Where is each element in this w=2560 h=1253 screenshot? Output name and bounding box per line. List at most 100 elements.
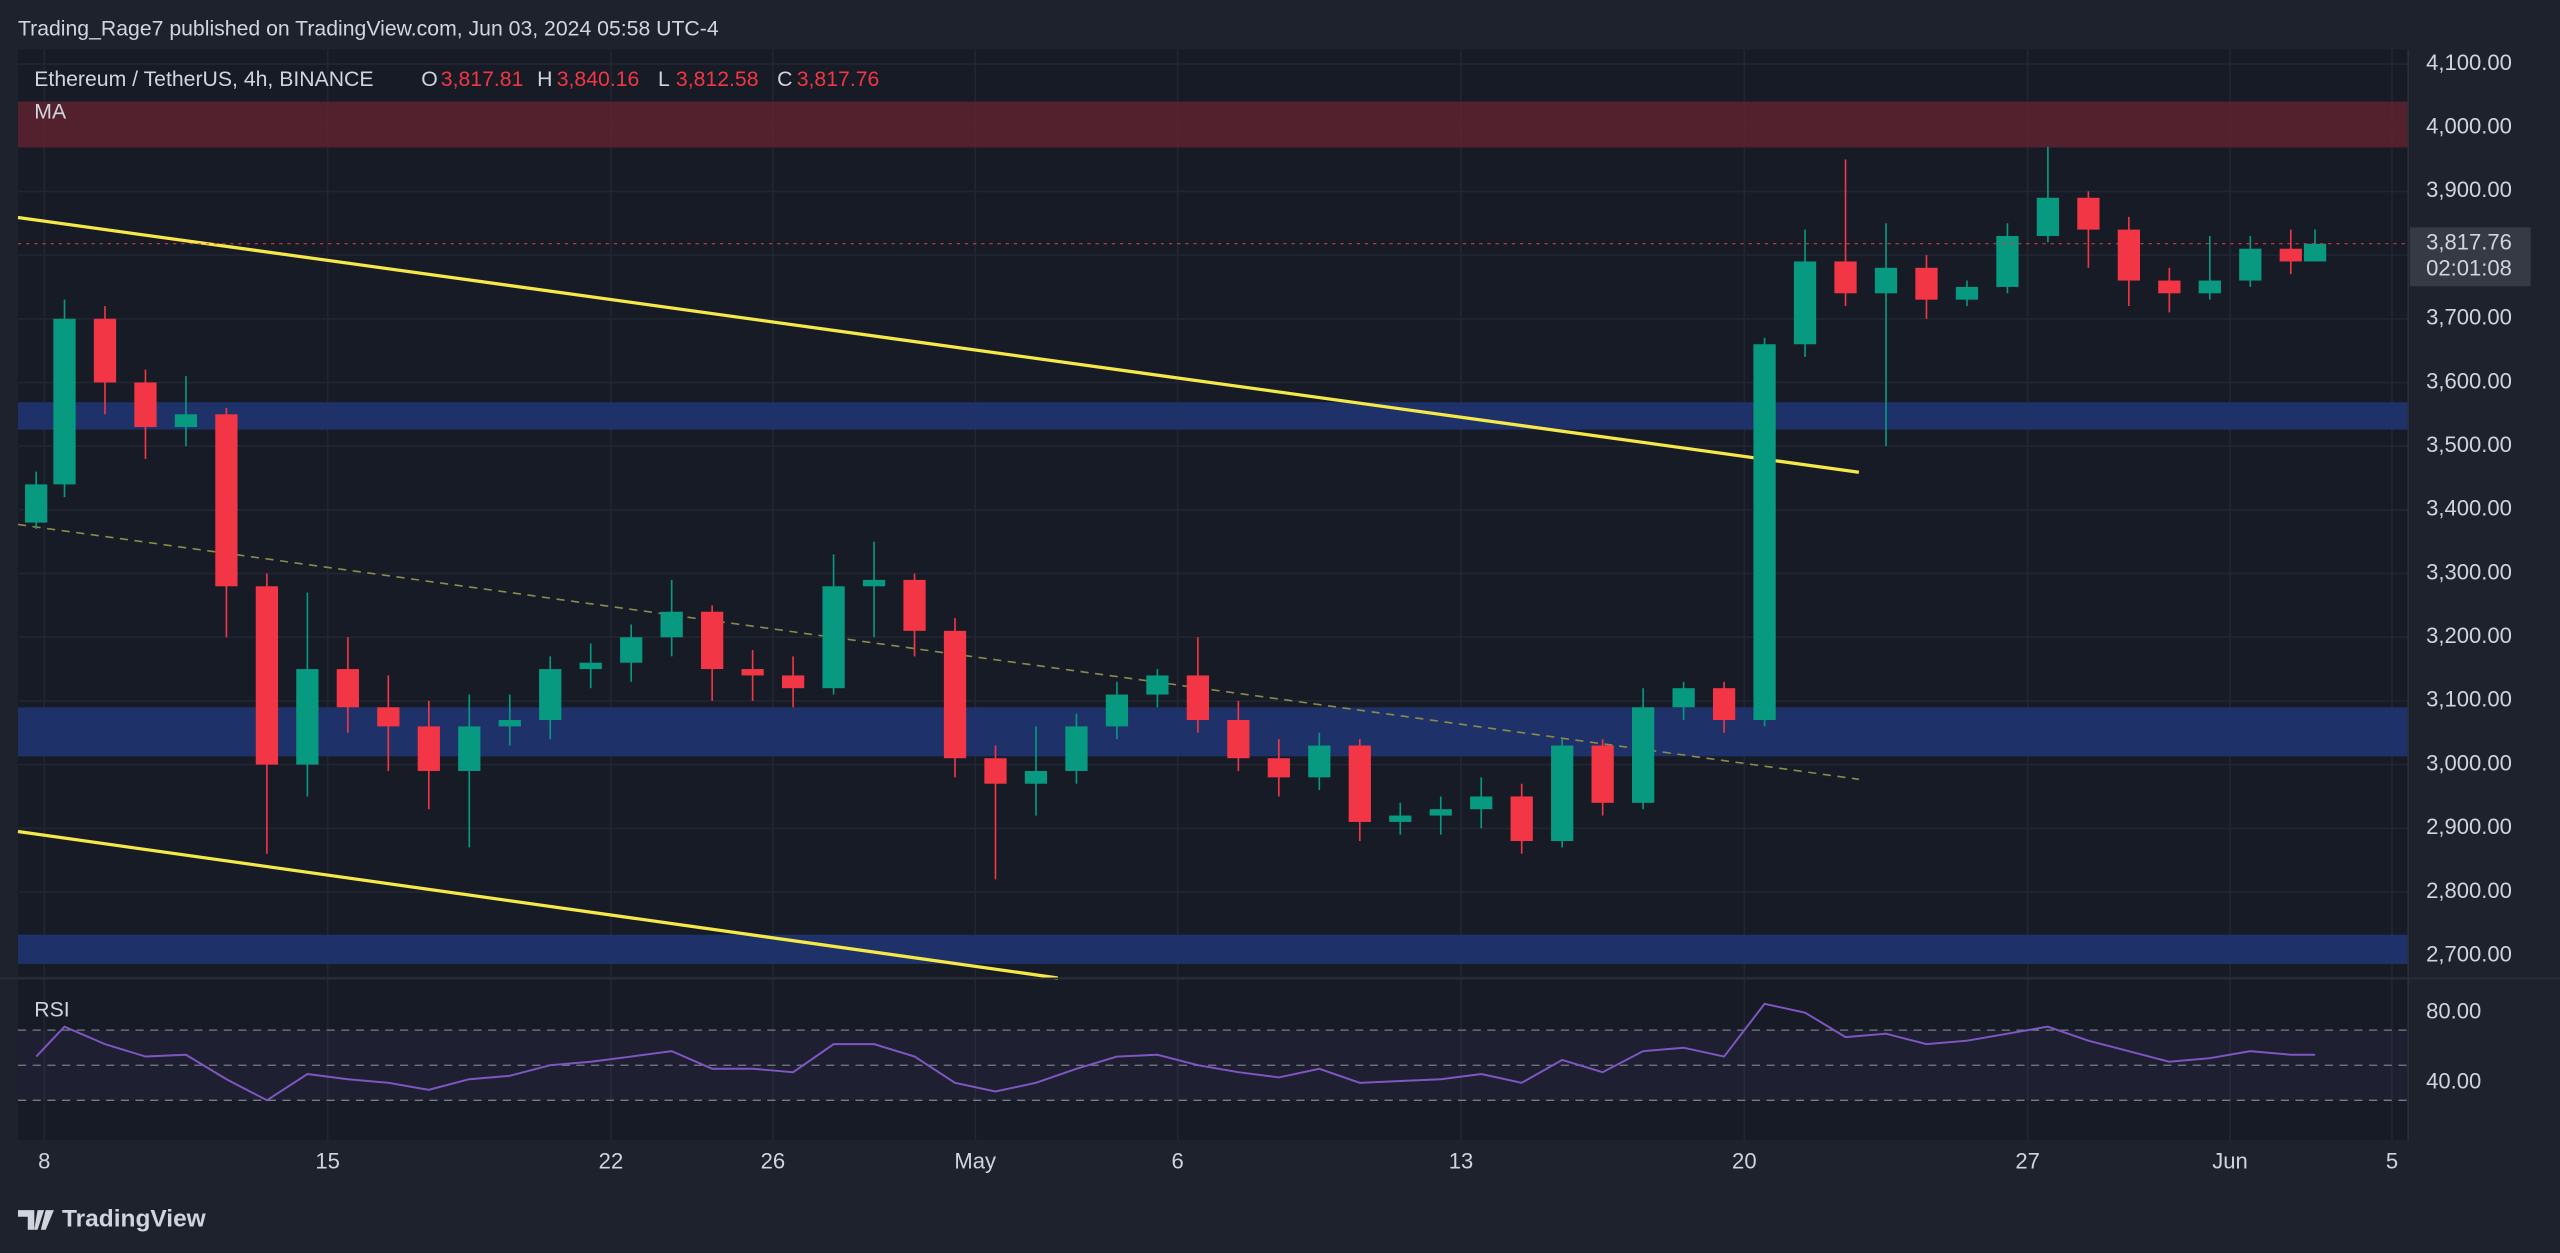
c-value: 3,817.76 (797, 68, 880, 91)
candle-body (1308, 745, 1331, 778)
candle-body (1996, 235, 2019, 287)
y-tick-label: 3,000.00 (2426, 750, 2512, 775)
candle-body (781, 675, 805, 689)
zone (17, 707, 2409, 757)
candle-body (2077, 197, 2100, 230)
y-tick-label: 3,100.00 (2426, 687, 2512, 712)
y-tick-label: 3,500.00 (2426, 432, 2512, 457)
candle-body (822, 586, 845, 689)
x-tick-label: 15 (315, 1149, 340, 1174)
candle-body (984, 758, 1007, 784)
candle-body (539, 669, 562, 721)
rsi-pane (17, 979, 2409, 1140)
candle-body (1753, 344, 1776, 721)
y-tick-label: 4,100.00 (2426, 50, 2512, 75)
ma-label: MA (34, 101, 67, 124)
y-tick-label: 3,200.00 (2426, 623, 2512, 648)
zones (17, 101, 2409, 964)
candle-body (1632, 707, 1655, 803)
candle-body (2239, 248, 2262, 281)
l-label: L (658, 68, 670, 91)
candle-body (417, 726, 440, 771)
candle-body (1915, 267, 1938, 300)
publisher: Trading_Rage7 published on TradingView.c… (18, 17, 719, 40)
l-value: 3,812.58 (676, 68, 759, 91)
candle-body (1348, 745, 1371, 822)
candle-body (1470, 796, 1493, 810)
candle-body (862, 579, 886, 587)
candle-body (1551, 745, 1574, 842)
candle-body (336, 669, 359, 708)
candle-body (1186, 675, 1210, 721)
candle-body (660, 611, 683, 638)
y-tick-label: 4,000.00 (2426, 114, 2512, 139)
price-pane (17, 49, 2409, 977)
candle-body (25, 484, 48, 523)
zone (17, 101, 2409, 148)
y-tick-label: 3,900.00 (2426, 177, 2512, 202)
candle-body (2279, 248, 2302, 262)
candle-body (1510, 796, 1533, 842)
trendline (17, 523, 1859, 781)
c-label: C (777, 68, 792, 91)
trendline (17, 215, 1860, 474)
candle-body (93, 318, 117, 383)
candle-body (1105, 694, 1129, 727)
y-tick-label: 3,400.00 (2426, 496, 2512, 521)
candle-body (458, 726, 481, 771)
y-tick-label: 2,700.00 (2426, 942, 2512, 967)
candle-body (943, 630, 967, 759)
candle-body (1429, 809, 1452, 816)
rsi-label: RSI (34, 999, 69, 1022)
y-tick-label: 2,900.00 (2426, 814, 2512, 839)
candle-body (2303, 243, 2327, 262)
candle-body (620, 637, 643, 663)
candle-body (903, 579, 926, 631)
x-tick-label: Jun (2212, 1149, 2248, 1174)
rsi-line (35, 1002, 2316, 1102)
last-price-box (2409, 227, 2531, 287)
marks (17, 146, 2409, 1102)
zone (17, 402, 2409, 430)
x-tick-label: 22 (599, 1149, 624, 1174)
candle-body (1712, 688, 1736, 721)
candle-body (1874, 267, 1898, 294)
symbol: Ethereum / TetherUS, 4h, BINANCE (34, 68, 373, 91)
candle-body (1591, 745, 1614, 803)
candle-body (498, 720, 521, 727)
candle-body (296, 669, 319, 765)
brand-name: TradingView (62, 1205, 207, 1232)
candle-body (579, 662, 602, 670)
x-tick-label: May (954, 1149, 996, 1174)
candle-body (701, 611, 724, 670)
x-tick-label: 8 (38, 1149, 50, 1174)
candle-body (1267, 758, 1290, 778)
candle-body (2158, 280, 2181, 294)
candle-body (1834, 261, 1857, 294)
y-tick-label: 3,300.00 (2426, 559, 2512, 584)
candle-body (255, 586, 279, 765)
x-tick-label: 13 (1449, 1149, 1474, 1174)
rsi-tick-label: 40.00 (2426, 1069, 2481, 1094)
y-tick-label: 3,700.00 (2426, 305, 2512, 330)
x-tick-label: 6 (1172, 1149, 1184, 1174)
o-value: 3,817.81 (441, 68, 524, 91)
trendline (17, 829, 1059, 980)
candle-body (741, 669, 764, 676)
candle-body (1955, 286, 1979, 300)
h-value: 3,840.16 (557, 68, 640, 91)
candle-body (1146, 675, 1169, 695)
candle-body (2036, 197, 2060, 236)
candle-body (2117, 229, 2140, 281)
y-tick-label: 3,600.00 (2426, 368, 2512, 393)
rsi-tick-label: 80.00 (2426, 998, 2481, 1023)
countdown-label: 02:01:08 (2426, 256, 2512, 281)
candle-body (1389, 815, 1412, 822)
last-price-label: 3,817.76 (2426, 230, 2512, 255)
x-tick-label: 26 (761, 1149, 786, 1174)
candle-body (1065, 726, 1088, 771)
zone (17, 934, 2409, 964)
y-tick-label: 2,800.00 (2426, 878, 2512, 903)
